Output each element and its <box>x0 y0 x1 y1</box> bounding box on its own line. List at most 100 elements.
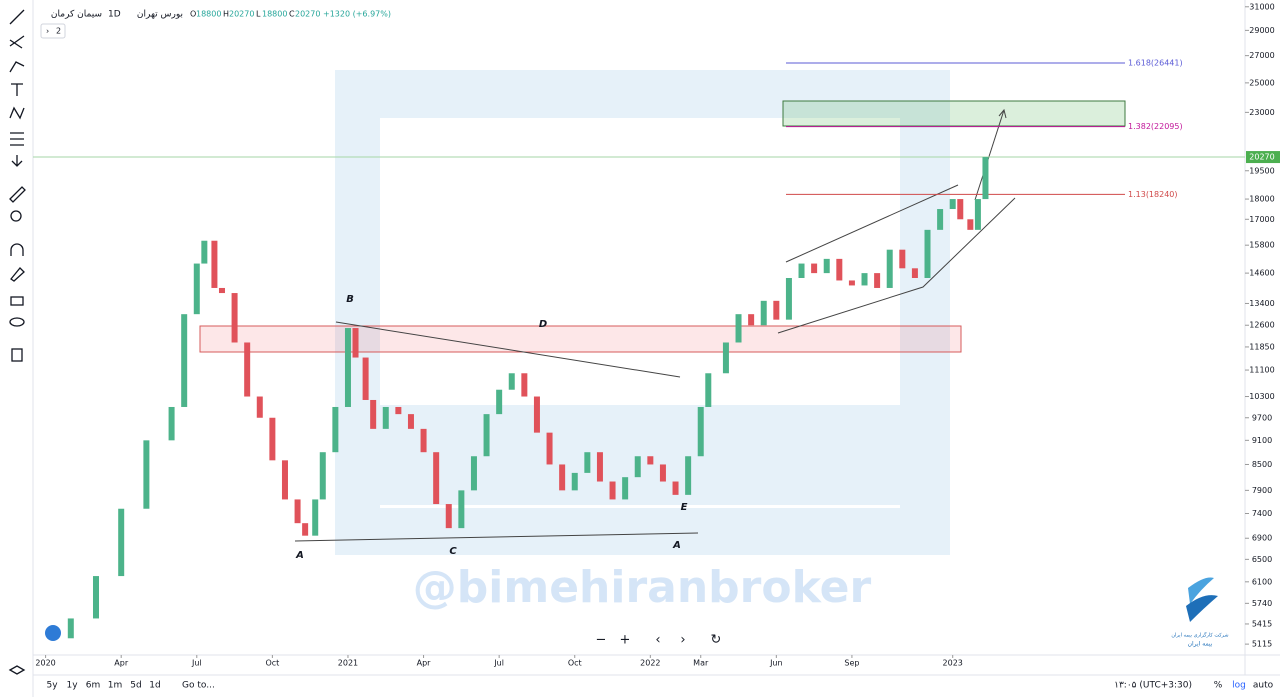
delete-tool[interactable] <box>11 348 23 362</box>
goto-button[interactable]: Go to... <box>182 681 215 691</box>
channel-bottom <box>777 197 1016 334</box>
candle <box>508 373 515 390</box>
candle <box>924 229 931 278</box>
wave-label: E <box>681 502 688 513</box>
nav-button[interactable]: + <box>620 633 631 648</box>
range-button[interactable]: 5y <box>46 681 58 691</box>
candle <box>911 268 918 278</box>
x-tick-label: Mar <box>693 659 709 668</box>
fib-label: 1.618(26441) <box>1128 59 1183 68</box>
candle <box>256 396 263 418</box>
candle <box>344 328 351 407</box>
target-zone <box>782 100 1126 127</box>
candle <box>785 277 792 320</box>
y-tick-label: 6100 <box>1252 577 1272 586</box>
nav-button[interactable]: ‹ <box>655 633 660 648</box>
logo-line1: شرکت کارگزاری بیمه ایران <box>1171 632 1228 639</box>
brush-tool[interactable] <box>9 61 25 73</box>
candle <box>735 314 742 343</box>
candle <box>521 373 528 397</box>
text-tool[interactable] <box>11 83 23 96</box>
ohlc-label: C <box>289 10 295 19</box>
y-tick-label: 5415 <box>1252 619 1272 628</box>
last-price-tag <box>1246 151 1280 164</box>
y-tick-label: 27000 <box>1249 51 1274 60</box>
zoom-tool[interactable] <box>10 210 22 222</box>
arrow-tool[interactable] <box>11 155 23 167</box>
candle <box>798 263 805 278</box>
support-line <box>294 532 699 542</box>
collapse-count: 2 <box>56 27 61 36</box>
nav-button[interactable]: ↻ <box>711 633 722 648</box>
candle <box>937 209 944 230</box>
range-button[interactable]: 1m <box>108 681 123 691</box>
candle <box>533 396 540 433</box>
y-tick-label: 11100 <box>1249 366 1274 375</box>
candle <box>559 464 566 491</box>
y-tick-label: 25000 <box>1249 78 1274 87</box>
y-tick-label: 19500 <box>1249 166 1274 175</box>
fib-tool[interactable] <box>9 35 25 49</box>
candle <box>811 263 818 274</box>
candle <box>244 342 251 397</box>
candle <box>546 432 553 465</box>
navigation: − + ‹ › ↻ <box>596 633 722 648</box>
candle <box>319 452 326 500</box>
arrow-head <box>998 108 1007 119</box>
y-tick-label: 31000 <box>1249 2 1274 11</box>
nav-button[interactable]: › <box>680 633 685 648</box>
candle <box>760 300 767 326</box>
candle <box>647 456 654 465</box>
x-tick-label: 2022 <box>640 659 660 668</box>
auto-button[interactable]: auto <box>1253 681 1274 691</box>
nav-button[interactable]: − <box>596 633 607 648</box>
candle <box>722 342 729 374</box>
data-provider-badge[interactable] <box>45 625 61 641</box>
range-button[interactable]: 6m <box>86 681 101 691</box>
pattern-tool[interactable] <box>9 106 25 120</box>
candle <box>420 428 427 453</box>
candle <box>218 287 225 294</box>
candle <box>92 576 99 619</box>
ohlc-value: 20270 <box>295 10 320 19</box>
magnet-tool[interactable] <box>10 243 24 256</box>
ohlc-label: H <box>223 10 229 19</box>
layers-tool[interactable] <box>8 665 26 675</box>
percent-button[interactable]: % <box>1214 681 1223 691</box>
watermark-text: @bimehiranbroker <box>413 562 872 613</box>
fib-label: 1.13(18240) <box>1128 190 1178 199</box>
ruler-tool[interactable] <box>9 186 26 203</box>
lock-tool[interactable] <box>10 296 24 306</box>
range-button[interactable]: 5d <box>130 681 141 691</box>
candle <box>332 406 339 453</box>
y-tick-label: 10300 <box>1249 392 1274 401</box>
range-button[interactable]: 1d <box>149 681 160 691</box>
candle <box>496 389 503 415</box>
log-button[interactable]: log <box>1232 681 1246 691</box>
candle <box>982 157 989 200</box>
y-tick-label: 5115 <box>1252 640 1272 649</box>
candle <box>370 399 377 429</box>
x-tick-label: Oct <box>265 659 279 668</box>
range-button[interactable]: 1y <box>66 681 78 691</box>
collapse-button[interactable] <box>40 23 66 39</box>
candle <box>596 452 603 482</box>
candle <box>748 314 755 326</box>
wave-label: A <box>295 550 304 561</box>
prediction-tool[interactable] <box>10 132 24 146</box>
stay-drawing-tool[interactable] <box>10 267 25 282</box>
candle <box>899 249 906 269</box>
exchange: بورس تهران <box>137 10 183 20</box>
trendline-tool[interactable] <box>9 9 25 25</box>
y-tick-label: 13400 <box>1249 299 1274 308</box>
x-tick-label: 2023 <box>943 659 963 668</box>
resistance-zone <box>199 325 962 353</box>
candle <box>836 258 843 281</box>
change: +1320 (+6.97%) <box>323 10 391 19</box>
left-toolbar <box>8 0 34 697</box>
candle <box>823 258 830 274</box>
candle <box>974 199 981 230</box>
candle <box>458 490 465 529</box>
hide-tool[interactable] <box>9 317 25 327</box>
